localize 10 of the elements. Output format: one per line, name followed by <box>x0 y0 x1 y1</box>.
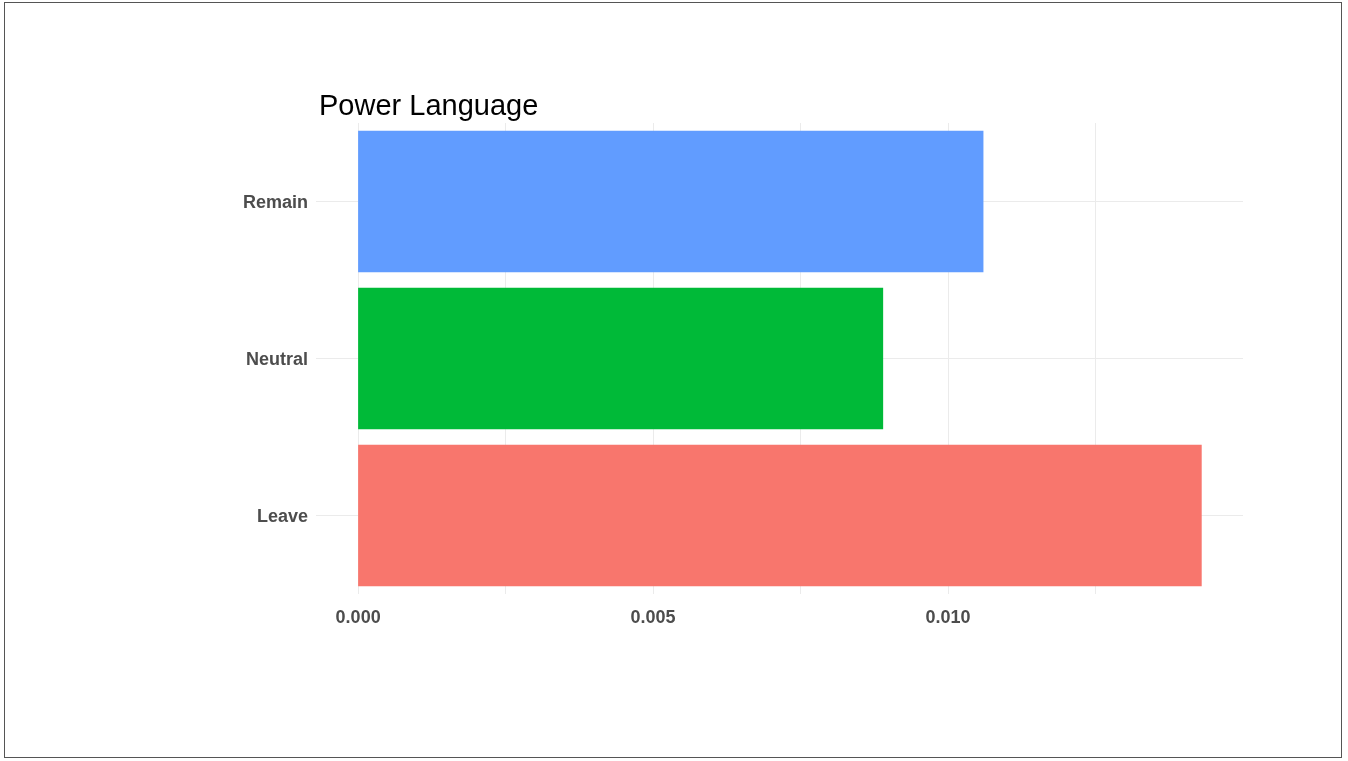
x-tick-label: 0.005 <box>630 607 676 627</box>
x-tick-label: 0.000 <box>335 607 381 627</box>
y-tick-label: Leave <box>256 505 308 526</box>
y-tick-label: Neutral <box>245 348 308 369</box>
bar <box>358 287 884 430</box>
y-tick-label: Remain <box>242 191 308 212</box>
bar <box>358 130 984 273</box>
x-tick-label: 0.010 <box>925 607 971 627</box>
chart-title: Power Language <box>319 88 539 121</box>
bar <box>358 444 1202 587</box>
